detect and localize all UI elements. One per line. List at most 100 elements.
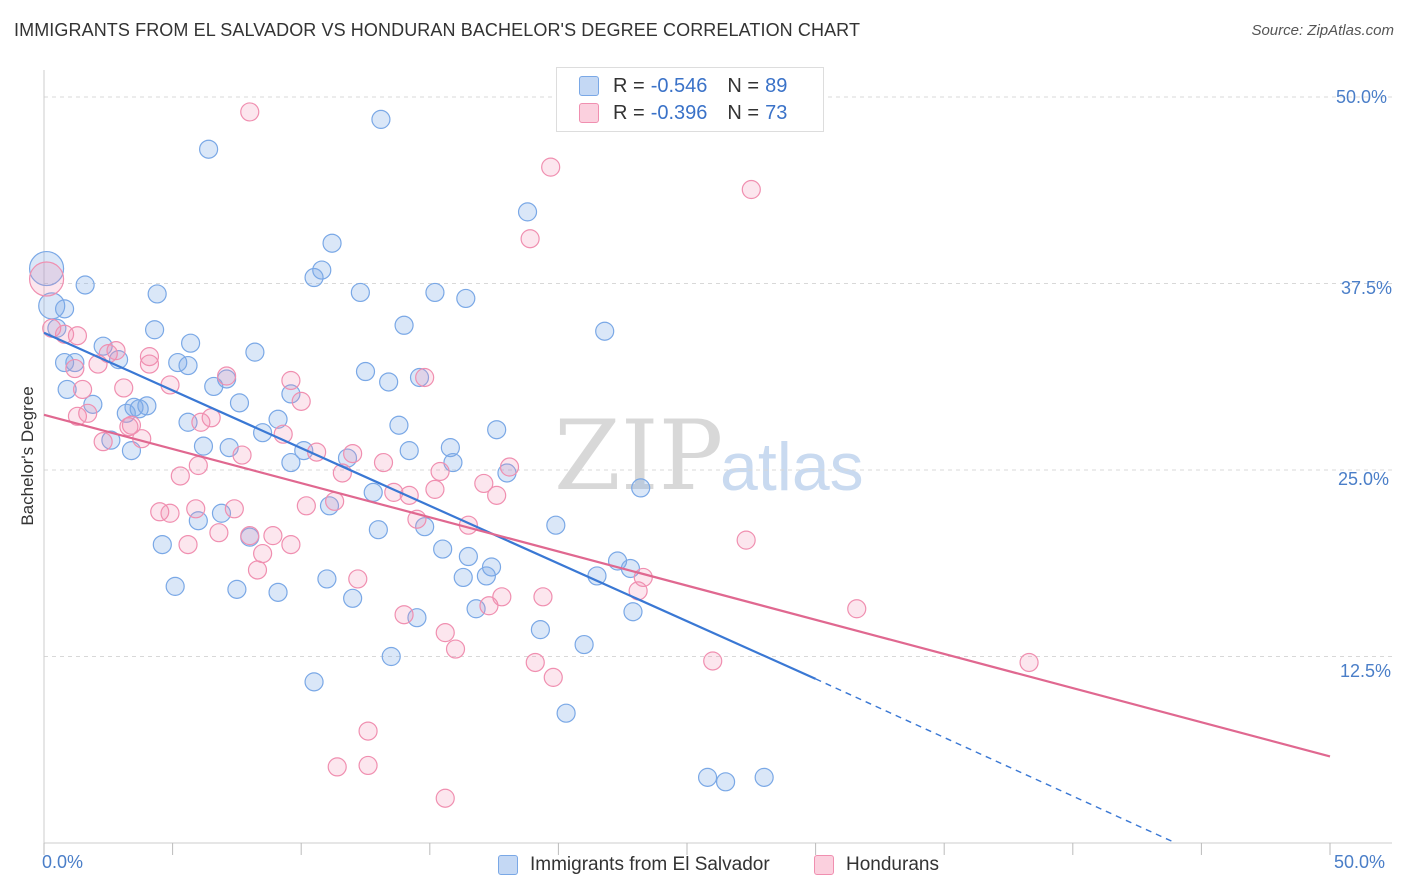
point-hondurans: [435, 788, 455, 808]
point-hondurans: [343, 443, 363, 464]
point-hondurans: [65, 358, 85, 379]
point-el-salvador: [350, 282, 370, 303]
point-el-salvador: [381, 646, 401, 667]
y-tick-12-5: 12.5%: [1340, 661, 1392, 681]
y-axis-label: Bachelor's Degree: [18, 386, 37, 526]
point-hondurans: [430, 461, 450, 482]
point-hondurans: [492, 587, 512, 607]
point-hondurans: [281, 370, 301, 391]
point-el-salvador: [144, 320, 165, 340]
point-hondurans: [543, 667, 563, 687]
point-el-salvador: [587, 566, 607, 586]
point-hondurans: [247, 560, 268, 580]
point-el-salvador: [415, 517, 435, 537]
trend-extension-el-salvador: [815, 678, 1176, 844]
point-el-salvador: [47, 318, 67, 338]
point-el-salvador: [54, 299, 75, 319]
point-el-salvador: [440, 438, 460, 458]
n-value: 73: [765, 101, 788, 124]
point-hondurans: [847, 599, 867, 619]
point-el-salvador: [433, 539, 453, 559]
stats-row-hondurans: R = -0.396 N = 73: [579, 100, 787, 126]
point-el-salvador: [65, 352, 85, 373]
point-hondurans: [93, 432, 113, 452]
point-hondurans: [415, 367, 435, 388]
point-hondurans: [28, 261, 65, 297]
point-hondurans: [160, 503, 180, 523]
r-value: -0.396: [650, 101, 708, 124]
point-hondurans: [474, 473, 494, 494]
point-hondurans: [425, 479, 445, 499]
point-hondurans: [188, 455, 208, 476]
point-el-salvador: [394, 315, 414, 335]
y-tick-50: 50.0%: [1336, 87, 1388, 107]
point-el-salvador: [754, 767, 774, 787]
point-hondurans: [327, 757, 347, 777]
point-el-salvador: [399, 441, 419, 461]
point-hondurans: [291, 391, 311, 411]
n-value: 89: [765, 74, 788, 97]
point-hondurans: [150, 502, 170, 522]
point-el-salvador: [322, 233, 342, 253]
point-el-salvador: [409, 367, 430, 388]
point-el-salvador: [229, 393, 250, 413]
point-el-salvador: [458, 546, 478, 567]
point-hondurans: [72, 379, 93, 400]
legend-item-el-salvador[interactable]: Immigrants from El Salvador: [498, 851, 770, 879]
point-hondurans: [178, 534, 198, 555]
series-el-salvador: [28, 109, 774, 792]
point-el-salvador: [304, 267, 324, 288]
point-el-salvador: [147, 284, 167, 304]
point-el-salvador: [456, 288, 476, 309]
point-hondurans: [139, 347, 160, 367]
point-hondurans: [114, 378, 134, 398]
x-tick-50: 50.0%: [1334, 852, 1386, 872]
point-el-salvador: [389, 415, 409, 435]
point-hondurans: [435, 623, 455, 643]
point-hondurans: [741, 179, 761, 200]
trend-lines: [43, 331, 1331, 844]
stats-legend: R = -0.546 N = 89 R = -0.396 N = 73: [556, 67, 824, 132]
point-el-salvador: [623, 602, 643, 622]
point-el-salvador: [355, 361, 376, 382]
series-hondurans: [28, 102, 1039, 808]
point-el-salvador: [188, 511, 208, 531]
point-el-salvador: [556, 703, 576, 723]
point-hondurans: [487, 485, 507, 505]
point-hondurans: [499, 457, 520, 477]
point-el-salvador: [631, 478, 651, 498]
point-el-salvador: [101, 430, 121, 450]
point-hondurans: [296, 496, 316, 516]
point-el-salvador: [152, 534, 172, 555]
point-el-salvador: [425, 282, 445, 303]
gridlines: [44, 96, 1392, 657]
point-hondurans: [348, 569, 368, 589]
point-hondurans: [121, 415, 142, 435]
point-hondurans: [525, 652, 545, 673]
point-el-salvador: [317, 569, 337, 589]
x-tick-0: 0.0%: [42, 852, 84, 872]
point-hondurans: [445, 639, 466, 659]
point-hondurans: [520, 229, 540, 249]
point-el-salvador: [281, 384, 301, 404]
point-el-salvador: [75, 275, 95, 295]
point-hondurans: [224, 499, 244, 519]
y-tick-37-5: 37.5%: [1341, 278, 1393, 298]
point-el-salvador: [268, 409, 288, 429]
legend-item-hondurans[interactable]: Hondurans: [814, 851, 939, 879]
point-el-salvador: [363, 482, 383, 502]
point-hondurans: [106, 341, 126, 361]
point-el-salvador: [481, 557, 502, 577]
point-el-salvador: [193, 436, 214, 456]
point-hondurans: [325, 491, 345, 511]
y-tick-25: 25.0%: [1338, 469, 1390, 489]
point-el-salvador: [487, 420, 507, 440]
point-hondurans: [170, 466, 190, 486]
point-el-salvador: [57, 379, 77, 400]
point-el-salvador: [371, 109, 391, 129]
series-legend: Immigrants from El Salvador Hondurans: [0, 851, 1406, 879]
point-el-salvador: [530, 620, 550, 640]
point-hondurans: [399, 485, 419, 505]
point-hondurans: [67, 326, 88, 346]
trend-line-el-salvador: [43, 331, 817, 680]
